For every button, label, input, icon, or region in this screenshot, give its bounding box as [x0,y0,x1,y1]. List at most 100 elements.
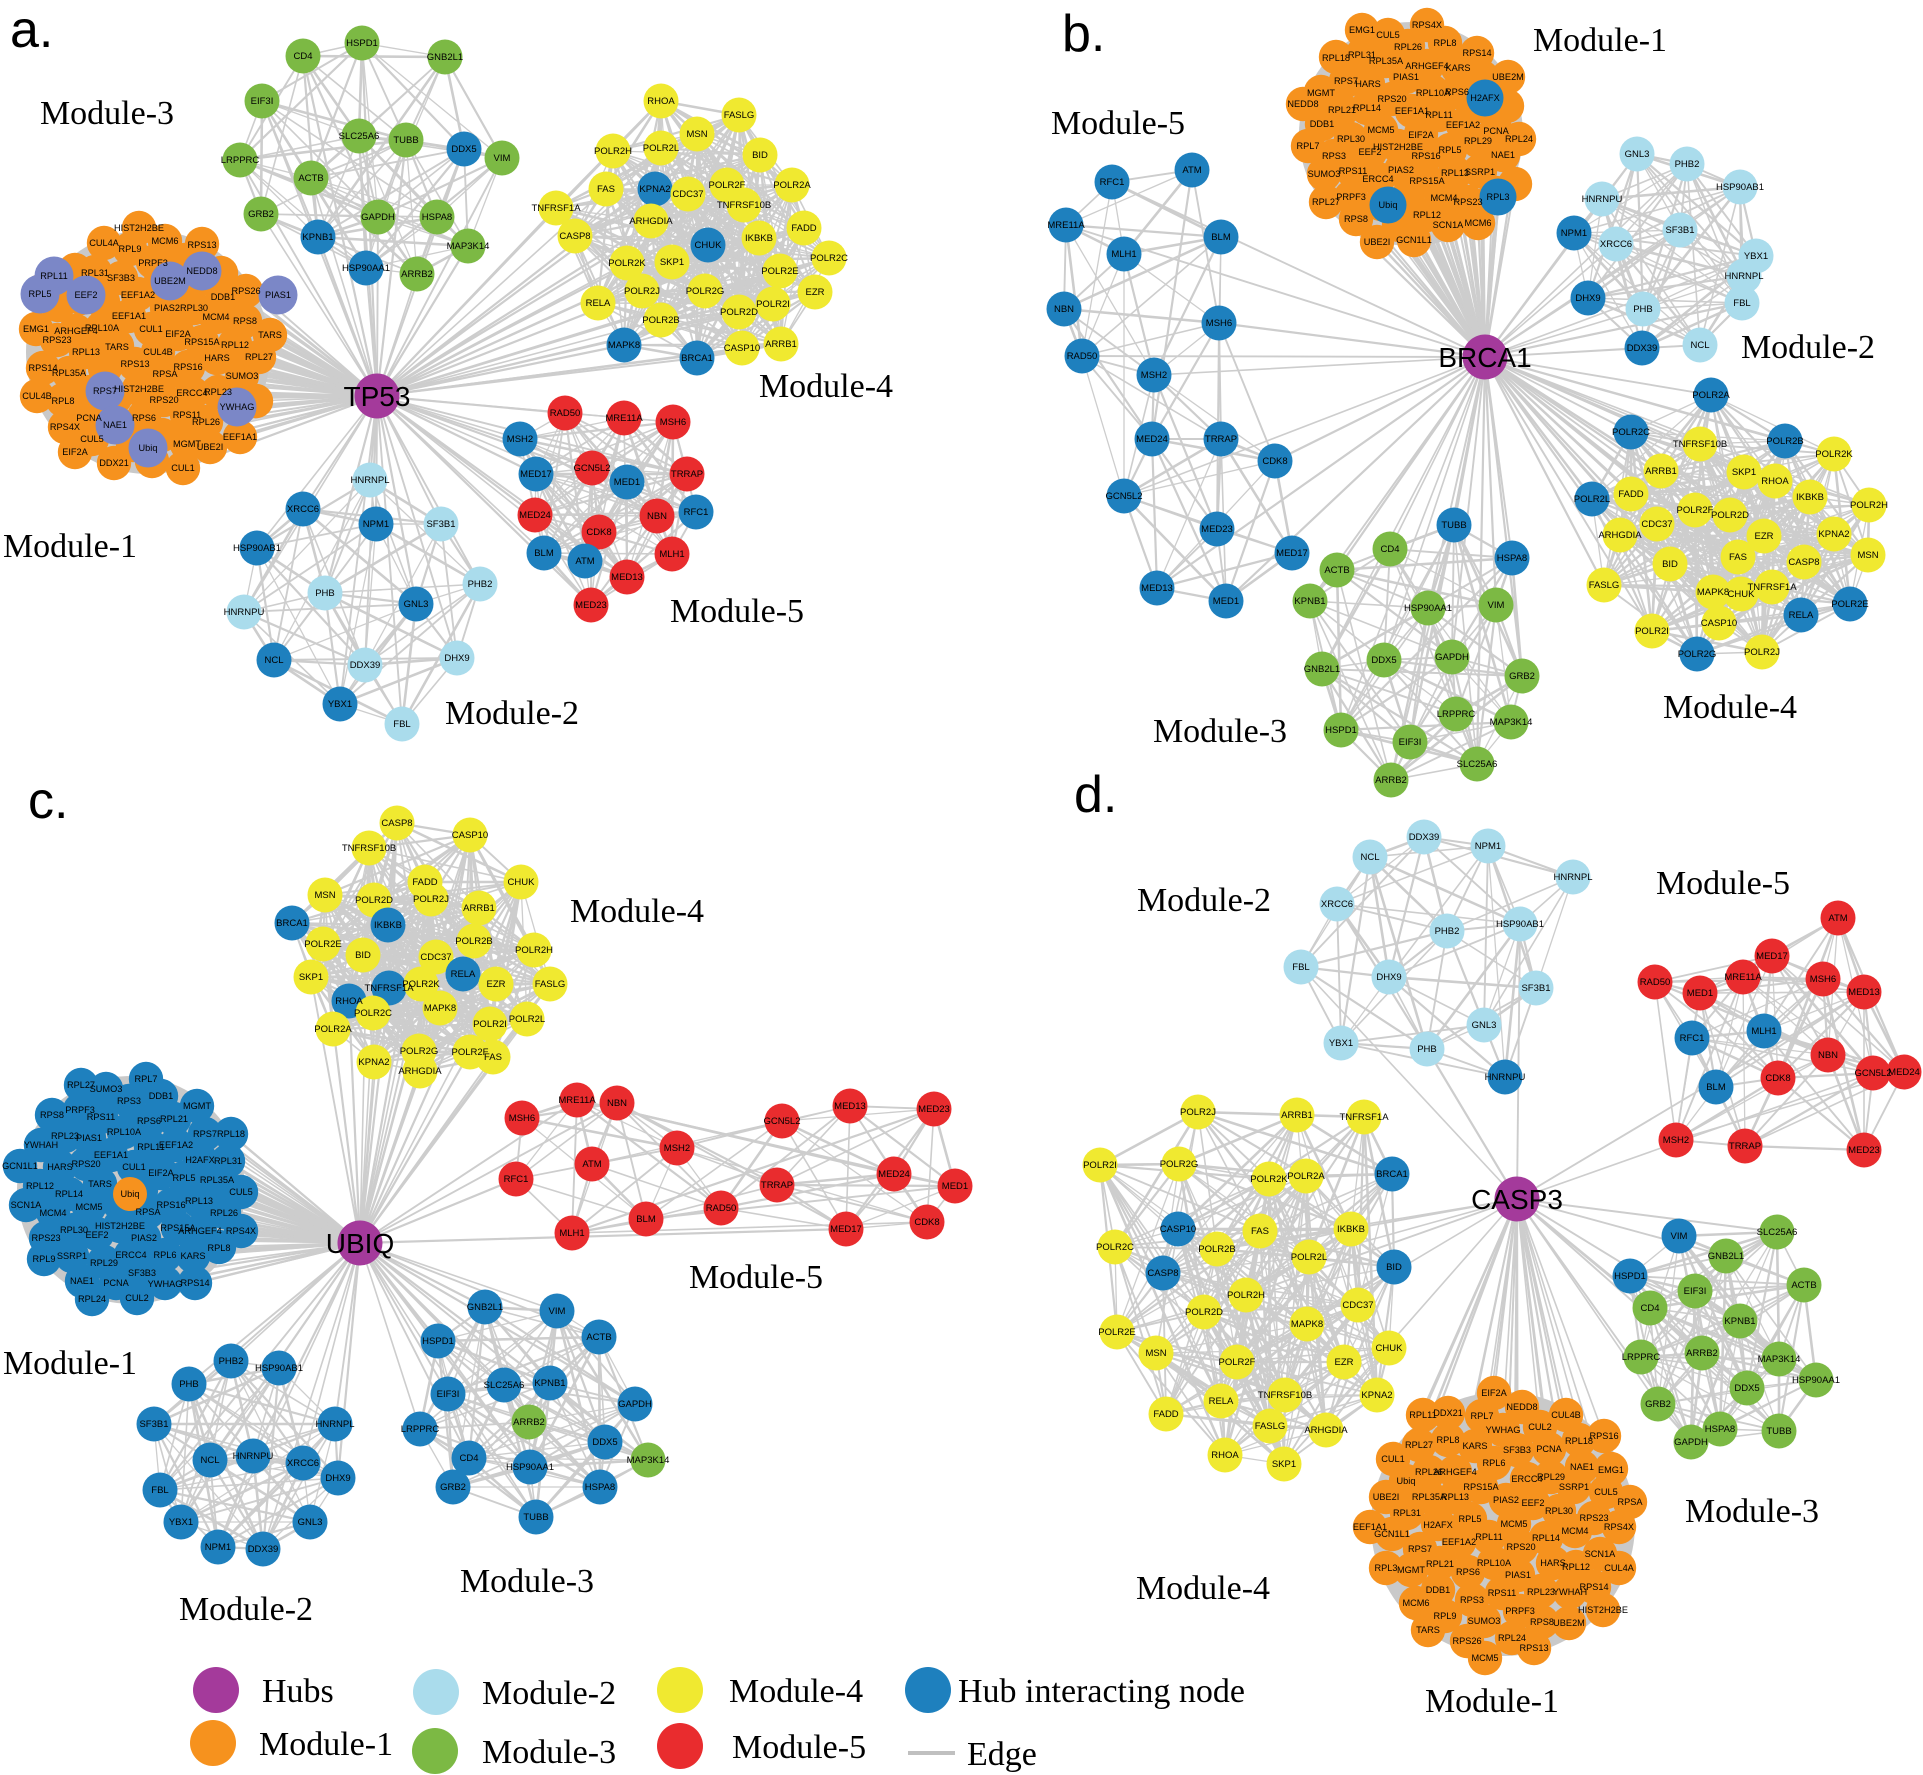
svg-text:MLH1: MLH1 [1111,249,1136,260]
svg-text:TNFRSF1A: TNFRSF1A [531,203,581,214]
svg-text:RELA: RELA [451,969,476,980]
svg-text:KARS: KARS [1445,63,1470,73]
svg-text:RPS6: RPS6 [1445,87,1469,97]
svg-text:ERCC4: ERCC4 [176,388,207,398]
svg-text:Module-1: Module-1 [1425,1683,1559,1720]
svg-text:GNB2L1: GNB2L1 [467,1302,503,1313]
svg-text:VIM: VIM [1488,600,1505,611]
svg-text:RPL11: RPL11 [137,1142,164,1152]
svg-text:MGMT: MGMT [173,439,201,449]
svg-text:MED24: MED24 [1888,1067,1920,1078]
svg-text:POLR2D: POLR2D [1185,1307,1223,1318]
svg-text:RPS23: RPS23 [1579,1513,1608,1523]
svg-text:ERCC4: ERCC4 [115,1250,146,1260]
svg-text:PHB2: PHB2 [468,579,493,590]
svg-text:VIM: VIM [494,153,511,164]
svg-text:RPL26: RPL26 [1415,1467,1443,1477]
svg-text:DDX5: DDX5 [1371,655,1396,666]
svg-text:EEF1A1: EEF1A1 [1395,106,1429,116]
svg-text:RPL31: RPL31 [81,268,109,278]
svg-text:CDC37: CDC37 [1641,519,1672,530]
svg-text:RHOA: RHOA [1761,476,1789,487]
svg-text:HARS: HARS [1355,79,1381,89]
svg-text:CD4: CD4 [1380,544,1399,555]
svg-text:POLR2I: POLR2I [756,299,790,310]
svg-text:GCN5L2: GCN5L2 [1855,1068,1892,1079]
svg-text:RPL3: RPL3 [1375,1563,1398,1573]
svg-text:CDC37: CDC37 [420,952,451,963]
svg-text:SLC25A6: SLC25A6 [1457,759,1498,770]
svg-text:Module-2: Module-2 [482,1675,616,1712]
svg-text:Ubiq: Ubiq [1397,1476,1416,1486]
svg-text:EIF2A: EIF2A [1481,1388,1507,1398]
svg-text:Module-5: Module-5 [732,1729,866,1766]
svg-text:EEF1A1: EEF1A1 [223,432,257,442]
svg-text:RFC1: RFC1 [1100,177,1125,188]
svg-text:NAE1: NAE1 [1570,1462,1594,1472]
svg-text:POLR2K: POLR2K [1815,449,1853,460]
svg-text:MED24: MED24 [878,1169,910,1180]
svg-text:NAE1: NAE1 [103,420,127,430]
svg-text:TNFRSF1A: TNFRSF1A [1747,582,1797,593]
svg-text:FAS: FAS [1251,1226,1269,1237]
svg-text:CD4: CD4 [293,51,312,62]
svg-text:BLM: BLM [636,1214,656,1225]
svg-text:BLM: BLM [1211,232,1231,243]
svg-text:RPS4X: RPS4X [1604,1522,1634,1532]
svg-text:DDX5: DDX5 [592,1437,617,1448]
svg-text:MSH2: MSH2 [664,1143,690,1154]
svg-text:SUMO3: SUMO3 [90,1084,123,1094]
svg-text:FADD: FADD [412,877,437,888]
svg-text:DDX39: DDX39 [248,1544,279,1555]
svg-text:SKP1: SKP1 [660,257,684,268]
svg-text:RPS4X: RPS4X [50,422,80,432]
svg-text:POLR2I: POLR2I [1083,1160,1117,1171]
svg-text:MCM4: MCM4 [202,312,229,322]
svg-text:KPNA2: KPNA2 [1361,1390,1392,1401]
svg-text:HNRNPU: HNRNPU [1485,1072,1526,1083]
svg-text:HIST2H2BE: HIST2H2BE [114,384,164,394]
svg-text:MCM5: MCM5 [75,1202,102,1212]
svg-text:TNFRSF1A: TNFRSF1A [364,983,414,994]
svg-text:BID: BID [752,150,768,161]
svg-text:RPL26: RPL26 [210,1208,238,1218]
svg-text:SF3B1: SF3B1 [426,519,455,530]
svg-text:MED17: MED17 [1276,548,1308,559]
svg-text:POLR2H: POLR2H [1227,1290,1265,1301]
svg-text:H2AFX: H2AFX [1423,1520,1453,1530]
svg-text:RPL35A: RPL35A [1412,1492,1447,1502]
svg-text:MSN: MSN [686,129,707,140]
svg-text:MED23: MED23 [918,1104,950,1115]
svg-text:RPL12: RPL12 [221,340,249,350]
svg-text:RPS20: RPS20 [1506,1542,1535,1552]
svg-text:UBE2I: UBE2I [1373,1492,1400,1502]
svg-text:GCN5L2: GCN5L2 [574,463,611,474]
svg-text:EZR: EZR [806,287,825,298]
svg-text:RPL11: RPL11 [40,271,67,281]
svg-text:NPM1: NPM1 [1561,228,1587,239]
svg-text:NCL: NCL [1690,340,1709,351]
svg-text:RPL6: RPL6 [1483,1458,1506,1468]
svg-text:TNFRSF10B: TNFRSF10B [342,843,396,854]
svg-text:DDX39: DDX39 [1627,343,1658,354]
svg-text:H2AFX: H2AFX [185,1155,215,1165]
svg-text:RPL30: RPL30 [60,1225,88,1235]
svg-text:MSH6: MSH6 [509,1113,535,1124]
svg-text:CDK8: CDK8 [1262,456,1287,467]
svg-text:SUMO3: SUMO3 [1468,1616,1501,1626]
svg-text:CDC37: CDC37 [672,189,703,200]
svg-text:HSP90AB1: HSP90AB1 [1496,919,1544,930]
svg-text:KPNB1: KPNB1 [1294,596,1325,607]
svg-text:POLR2E: POLR2E [1098,1327,1136,1338]
svg-text:EEF1A1: EEF1A1 [1353,1522,1387,1532]
svg-text:HSP90AA1: HSP90AA1 [506,1462,554,1473]
svg-text:MED17: MED17 [1756,951,1788,962]
svg-text:RPL5: RPL5 [29,289,52,299]
svg-text:IKBKB: IKBKB [745,233,773,244]
svg-text:HSPD1: HSPD1 [346,38,378,49]
svg-text:Module-1: Module-1 [3,1345,137,1382]
svg-text:EEF1A2: EEF1A2 [159,1140,193,1150]
svg-text:SKP1: SKP1 [1272,1459,1296,1470]
svg-text:MRE11A: MRE11A [1047,220,1085,231]
svg-text:POLR2J: POLR2J [1744,647,1780,658]
